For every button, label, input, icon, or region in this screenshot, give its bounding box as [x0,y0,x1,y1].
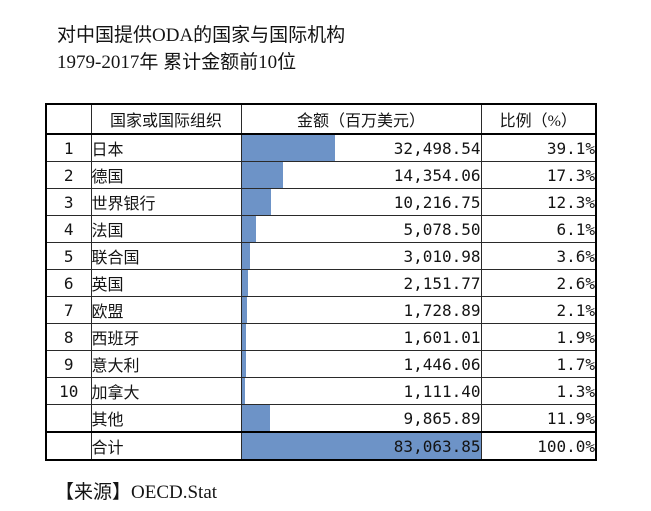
table-row: 8 西班牙 1,601.01 1.9% [45,323,597,351]
amount-cell: 1,446.06 [240,350,482,378]
percent-cell: 17.3% [480,161,597,189]
rank-cell: 1 [45,133,92,162]
amount-value: 1,601.01 [403,327,481,347]
amount-cell: 5,078.50 [240,215,482,243]
percent-cell: 3.6% [480,242,597,270]
rank-cell: 4 [45,215,92,243]
amount-value: 14,354.06 [393,165,481,185]
percent-cell: 100.0% [480,431,597,461]
name-cell: 世界银行 [90,188,242,216]
table-row-total: 合计 83,063.85 100.0% [45,431,597,461]
amount-cell: 32,498.54 [240,133,482,162]
percent-cell: 39.1% [480,133,597,162]
name-cell: 日本 [90,133,242,162]
table-body: 1 日本 32,498.54 39.1% 2 德国 14,354.06 17.3% 3 世界银行 1… [45,133,597,461]
amount-bar [242,189,271,215]
name-cell: 联合国 [90,242,242,270]
name-cell: 德国 [90,161,242,189]
amount-cell: 1,601.01 [240,323,482,351]
source-note: 【来源】OECD.Stat [55,482,218,503]
amount-value: 10,216.75 [393,192,481,212]
table-row: 9 意大利 1,446.06 1.7% [45,350,597,378]
name-cell: 其他 [90,404,242,433]
rank-cell [45,431,92,461]
amount-cell: 9,865.89 [240,404,482,433]
rank-cell: 8 [45,323,92,351]
amount-value: 5,078.50 [403,219,481,239]
name-cell: 加拿大 [90,377,242,405]
rank-cell: 2 [45,161,92,189]
amount-value: 83,063.85 [393,436,481,456]
table-header: 国家或国际组织 金额（百万美元） 比例（%） [45,103,597,135]
rank-cell [45,404,92,433]
figure-subtitle: 1979-2017年 累计金额前10位 [57,52,297,73]
amount-cell: 83,063.85 [240,431,482,461]
amount-value: 1,728.89 [403,300,481,320]
header-rank [45,103,92,135]
rank-cell: 6 [45,269,92,297]
amount-cell: 3,010.98 [240,242,482,270]
amount-bar [242,216,257,242]
table-row: 7 欧盟 1,728.89 2.1% [45,296,597,324]
table-row: 2 德国 14,354.06 17.3% [45,161,597,189]
header-name: 国家或国际组织 [90,103,242,135]
amount-value: 32,498.54 [393,138,481,158]
table-row: 5 联合国 3,010.98 3.6% [45,242,597,270]
amount-value: 2,151.77 [403,273,481,293]
amount-value: 3,010.98 [403,246,481,266]
name-cell: 欧盟 [90,296,242,324]
amount-value: 1,111.40 [403,381,481,401]
percent-cell: 12.3% [480,188,597,216]
amount-cell: 2,151.77 [240,269,482,297]
amount-bar [242,324,247,350]
amount-cell: 1,728.89 [240,296,482,324]
percent-cell: 2.6% [480,269,597,297]
table-row: 4 法国 5,078.50 6.1% [45,215,597,243]
table-row: 3 世界银行 10,216.75 12.3% [45,188,597,216]
rank-cell: 10 [45,377,92,405]
percent-cell: 1.9% [480,323,597,351]
name-cell: 意大利 [90,350,242,378]
amount-bar [242,434,480,459]
percent-cell: 1.7% [480,350,597,378]
percent-cell: 11.9% [480,404,597,433]
percent-cell: 1.3% [480,377,597,405]
amount-value: 9,865.89 [403,408,481,428]
amount-bar [242,270,248,296]
amount-bar [242,243,251,269]
amount-bar [242,135,335,161]
header-percent: 比例（%） [480,103,597,135]
oda-table: 国家或国际组织 金额（百万美元） 比例（%） 1 日本 32,498.54 39.1%… [45,103,597,461]
name-cell: 西班牙 [90,323,242,351]
header-amount: 金额（百万美元） [240,103,482,135]
amount-bar [242,297,247,323]
table-row: 其他 9,865.89 11.9% [45,404,597,433]
amount-cell: 10,216.75 [240,188,482,216]
amount-bar [242,378,245,404]
amount-bar [242,351,246,377]
name-cell: 英国 [90,269,242,297]
table-row: 6 英国 2,151.77 2.6% [45,269,597,297]
percent-cell: 2.1% [480,296,597,324]
amount-bar [242,405,270,431]
table-row: 1 日本 32,498.54 39.1% [45,133,597,162]
rank-cell: 3 [45,188,92,216]
rank-cell: 5 [45,242,92,270]
amount-cell: 14,354.06 [240,161,482,189]
amount-cell: 1,111.40 [240,377,482,405]
amount-bar [242,162,283,188]
rank-cell: 9 [45,350,92,378]
percent-cell: 6.1% [480,215,597,243]
name-cell: 合计 [90,431,242,461]
table-row: 10 加拿大 1,111.40 1.3% [45,377,597,405]
name-cell: 法国 [90,215,242,243]
rank-cell: 7 [45,296,92,324]
amount-value: 1,446.06 [403,354,481,374]
header-row: 国家或国际组织 金额（百万美元） 比例（%） [45,103,597,135]
figure-title: 对中国提供ODA的国家与国际机构 [57,25,346,46]
